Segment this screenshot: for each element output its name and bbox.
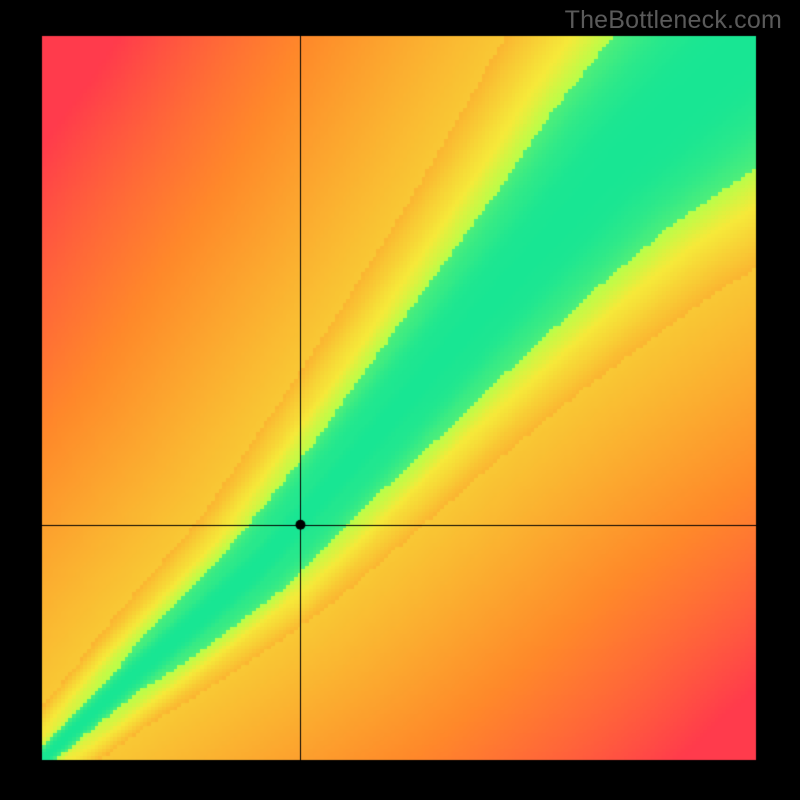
chart-container: TheBottleneck.com xyxy=(0,0,800,800)
watermark-text: TheBottleneck.com xyxy=(565,6,782,35)
heatmap-canvas xyxy=(0,0,800,800)
